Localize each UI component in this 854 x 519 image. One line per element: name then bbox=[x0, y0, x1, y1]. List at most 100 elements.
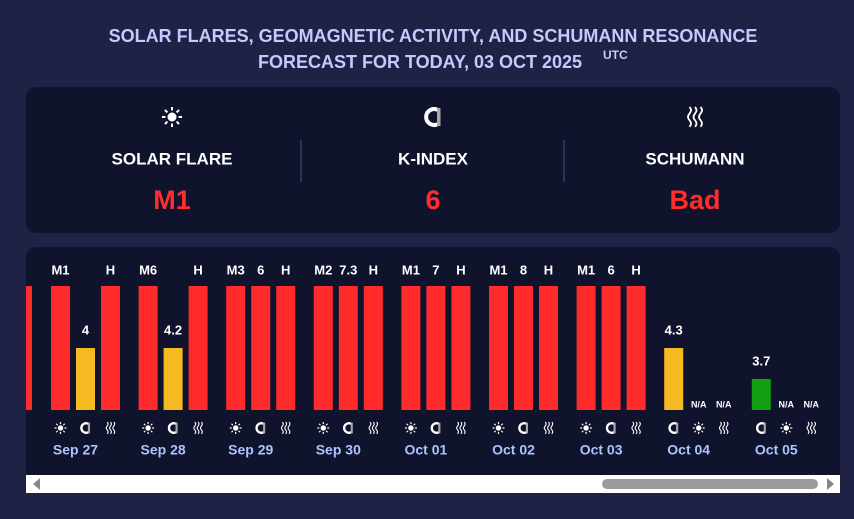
k-index-bar bbox=[601, 286, 621, 410]
sun-icon bbox=[581, 430, 584, 433]
summary-label: SOLAR FLARE bbox=[112, 149, 233, 168]
k-index-label: 8 bbox=[520, 262, 527, 277]
magnet-icon bbox=[437, 108, 441, 126]
scroll-thumb[interactable] bbox=[602, 479, 818, 489]
magnet-icon bbox=[756, 422, 765, 434]
schumann-bar bbox=[101, 286, 120, 410]
solar-flare-label: M1 bbox=[51, 262, 69, 277]
magnet-icon bbox=[676, 422, 679, 434]
wave-icon bbox=[287, 421, 291, 435]
solar-flare-bar bbox=[51, 286, 70, 410]
wave-icon bbox=[371, 421, 375, 435]
magnet-icon bbox=[668, 422, 678, 434]
sun-icon bbox=[325, 423, 328, 426]
sun-icon bbox=[238, 430, 241, 433]
sun-icon bbox=[408, 425, 414, 431]
solar-flare-bar bbox=[576, 286, 596, 410]
wave-icon bbox=[109, 421, 112, 435]
sun-icon bbox=[588, 423, 591, 426]
wave-icon bbox=[105, 421, 109, 435]
schumann-label: H bbox=[631, 262, 640, 277]
magnet-icon bbox=[343, 422, 352, 434]
wave-icon bbox=[809, 421, 813, 435]
solar-flare-label: M6 bbox=[139, 262, 157, 277]
magnet-icon bbox=[80, 422, 90, 434]
wave-icon bbox=[550, 421, 554, 435]
sun-icon bbox=[694, 423, 697, 426]
date-label: Oct 03 bbox=[580, 442, 623, 458]
title: SOLAR FLARES, GEOMAGNETIC ACTIVITY, AND … bbox=[109, 26, 758, 46]
k-index-bar bbox=[664, 348, 684, 410]
magnet-icon bbox=[438, 422, 441, 434]
wave-icon bbox=[462, 421, 466, 435]
k-index-label: 4 bbox=[82, 322, 90, 337]
schumann-bar bbox=[539, 286, 558, 410]
sun-icon bbox=[588, 430, 591, 433]
sun-icon bbox=[167, 112, 177, 122]
partial-bar bbox=[26, 286, 32, 410]
magnet-icon bbox=[87, 422, 90, 434]
wave-icon bbox=[722, 421, 726, 435]
date-label: Sep 28 bbox=[141, 442, 186, 458]
sun-icon bbox=[500, 423, 504, 426]
wave-icon bbox=[637, 421, 641, 435]
solar-flare-label: M3 bbox=[227, 262, 245, 277]
date-label: Oct 05 bbox=[755, 442, 798, 458]
sun-icon bbox=[788, 423, 791, 426]
solar-flare-bar bbox=[401, 286, 421, 410]
wave-icon bbox=[284, 421, 288, 435]
sun-icon bbox=[55, 430, 59, 433]
sun-icon bbox=[783, 425, 789, 431]
magnet-icon bbox=[605, 422, 615, 434]
wave-icon bbox=[725, 421, 729, 435]
wave-icon bbox=[375, 421, 379, 435]
sun-icon bbox=[143, 423, 146, 426]
magnet-icon bbox=[525, 422, 528, 434]
wave-icon bbox=[692, 106, 698, 128]
timezone: UTC bbox=[603, 48, 628, 62]
sun-icon bbox=[238, 423, 241, 426]
wave-icon bbox=[112, 421, 116, 435]
schumann-bar bbox=[451, 286, 471, 410]
solar-flare-bar bbox=[138, 286, 158, 410]
date-label: Oct 02 bbox=[492, 442, 535, 458]
scroll-right[interactable] bbox=[827, 478, 834, 490]
wave-icon bbox=[193, 421, 197, 435]
k-index-label: 7 bbox=[432, 262, 439, 277]
wave-icon bbox=[631, 421, 635, 435]
wave-icon bbox=[687, 106, 692, 128]
na-label: N/A bbox=[779, 399, 795, 409]
sun-icon bbox=[164, 120, 169, 125]
k-index-bar bbox=[163, 348, 183, 410]
date-label: Sep 29 bbox=[228, 442, 273, 458]
wave-icon bbox=[813, 421, 817, 435]
k-index-bar bbox=[751, 379, 771, 410]
wave-icon bbox=[718, 421, 722, 435]
scroll-left[interactable] bbox=[33, 478, 40, 490]
date-label: Oct 04 bbox=[667, 442, 710, 458]
date-label: Sep 30 bbox=[316, 442, 361, 458]
solar-flare-label: M1 bbox=[402, 262, 420, 277]
summary-value: Bad bbox=[669, 185, 720, 215]
summary-label: K-INDEX bbox=[398, 149, 469, 168]
solar-flare-label: M1 bbox=[489, 262, 507, 277]
schumann-bar bbox=[188, 286, 208, 410]
summary-value: 6 bbox=[425, 185, 440, 215]
k-index-bar bbox=[514, 286, 533, 410]
schumann-bar bbox=[276, 286, 296, 410]
sun-icon bbox=[233, 425, 239, 431]
wave-icon bbox=[634, 421, 638, 435]
na-label: N/A bbox=[804, 399, 820, 409]
wave-icon bbox=[280, 421, 284, 435]
sun-icon bbox=[413, 430, 416, 433]
wave-icon bbox=[543, 421, 547, 435]
k-index-label: 6 bbox=[257, 262, 264, 277]
sun-icon bbox=[696, 425, 702, 431]
sun-icon bbox=[406, 423, 409, 426]
k-index-bar bbox=[426, 286, 446, 410]
sun-icon bbox=[150, 430, 153, 433]
sun-icon bbox=[320, 425, 326, 431]
wave-icon bbox=[199, 421, 203, 435]
magnet-icon bbox=[518, 422, 528, 434]
wave-icon bbox=[806, 421, 810, 435]
